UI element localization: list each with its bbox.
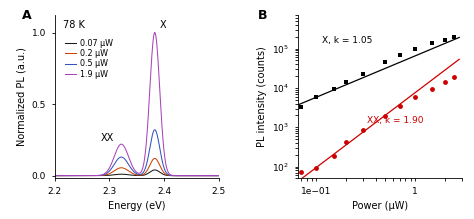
1.9 μW [115, 147, 120, 150]
0.5 μW [122, 158, 128, 160]
0.2 μW [71, 174, 76, 177]
0.5 μW [195, 174, 201, 177]
0.5 μW [52, 174, 57, 177]
X-axis label: Power (μW): Power (μW) [352, 201, 408, 211]
1.9 μW [52, 174, 57, 177]
Y-axis label: PL intensity (counts): PL intensity (counts) [257, 46, 267, 147]
Text: X, k = 1.05: X, k = 1.05 [322, 36, 373, 45]
0.5 μW [152, 129, 157, 131]
0.2 μW [115, 168, 120, 170]
0.5 μW [216, 174, 222, 177]
1.9 μW [152, 31, 157, 34]
0.5 μW [213, 174, 219, 177]
0.2 μW [152, 157, 157, 160]
0.07 μW [115, 173, 120, 176]
Text: XX, k = 1.90: XX, k = 1.90 [367, 116, 423, 125]
0.07 μW [195, 174, 201, 177]
Line: 0.2 μW: 0.2 μW [55, 159, 219, 176]
1.9 μW [216, 174, 222, 177]
X-axis label: Energy (eV): Energy (eV) [108, 201, 165, 211]
Text: 78 K: 78 K [63, 20, 84, 30]
0.07 μW [216, 174, 222, 177]
Text: A: A [22, 9, 31, 22]
0.2 μW [216, 174, 222, 177]
1.9 μW [195, 174, 201, 177]
0.07 μW [71, 174, 76, 177]
0.2 μW [195, 174, 201, 177]
Text: X: X [160, 20, 166, 30]
1.9 μW [80, 174, 86, 177]
0.5 μW [115, 158, 120, 161]
1.9 μW [71, 174, 76, 177]
0.2 μW [122, 167, 128, 170]
Text: B: B [258, 9, 268, 22]
Line: 0.5 μW: 0.5 μW [55, 130, 219, 176]
1.9 μW [122, 146, 128, 149]
0.5 μW [71, 174, 76, 177]
0.07 μW [152, 169, 157, 171]
0.2 μW [80, 174, 86, 177]
0.07 μW [213, 174, 219, 177]
Line: 0.07 μW: 0.07 μW [55, 170, 219, 176]
0.07 μW [80, 174, 86, 177]
0.07 μW [122, 173, 128, 176]
Legend: 0.07 μW, 0.2 μW, 0.5 μW, 1.9 μW: 0.07 μW, 0.2 μW, 0.5 μW, 1.9 μW [65, 39, 113, 79]
0.2 μW [213, 174, 219, 177]
Y-axis label: Normalized PL (a.u.): Normalized PL (a.u.) [16, 48, 26, 146]
0.07 μW [52, 174, 57, 177]
0.2 μW [52, 174, 57, 177]
0.5 μW [80, 174, 86, 177]
Line: 1.9 μW: 1.9 μW [55, 32, 219, 176]
1.9 μW [213, 174, 219, 177]
Text: XX: XX [100, 133, 114, 143]
